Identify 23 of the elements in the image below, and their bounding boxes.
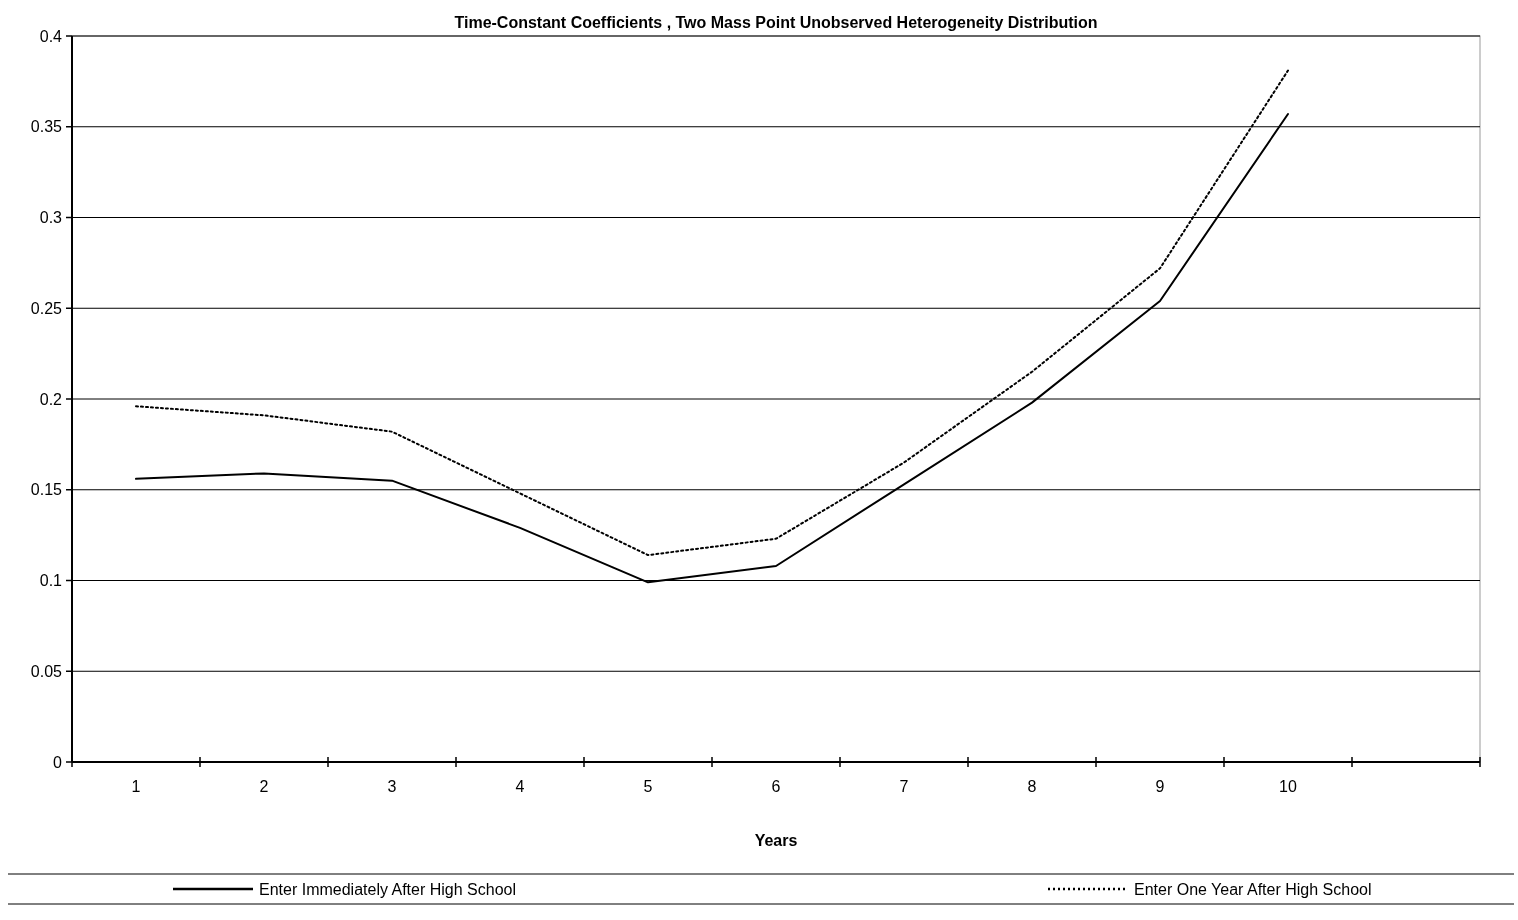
y-tick-label: 0.05 (30, 662, 63, 680)
y-tick-label: 0.1 (39, 572, 63, 590)
x-tick-label: 6 (771, 778, 781, 795)
x-axis-title: Years (754, 832, 798, 849)
y-tick-label: 0.3 (39, 209, 63, 227)
x-tick-label: 10 (1279, 778, 1297, 795)
x-tick-label: 3 (387, 778, 397, 795)
y-tick-label: 0.25 (30, 299, 63, 317)
x-tick-label: 5 (643, 778, 653, 795)
y-tick-label: 0.35 (30, 118, 63, 136)
chart-title: Time-Constant Coefficients , Two Mass Point Unobserved Heterogeneity Distribution (454, 14, 1098, 31)
legend-label: Enter One Year After High School (1134, 880, 1372, 898)
x-tick-label: 7 (899, 778, 909, 795)
y-tick-label: 0.15 (30, 481, 63, 499)
x-tick-label: 2 (259, 778, 269, 795)
x-tick-label: 9 (1155, 778, 1165, 795)
y-tick-label: 0 (53, 753, 63, 771)
y-tick-label: 0.4 (39, 27, 63, 45)
x-tick-label: 8 (1027, 778, 1037, 795)
x-tick-label: 4 (515, 778, 525, 795)
x-tick-label: 1 (131, 778, 141, 795)
legend-label: Enter Immediately After High School (259, 880, 517, 898)
y-tick-label: 0.2 (39, 390, 63, 408)
